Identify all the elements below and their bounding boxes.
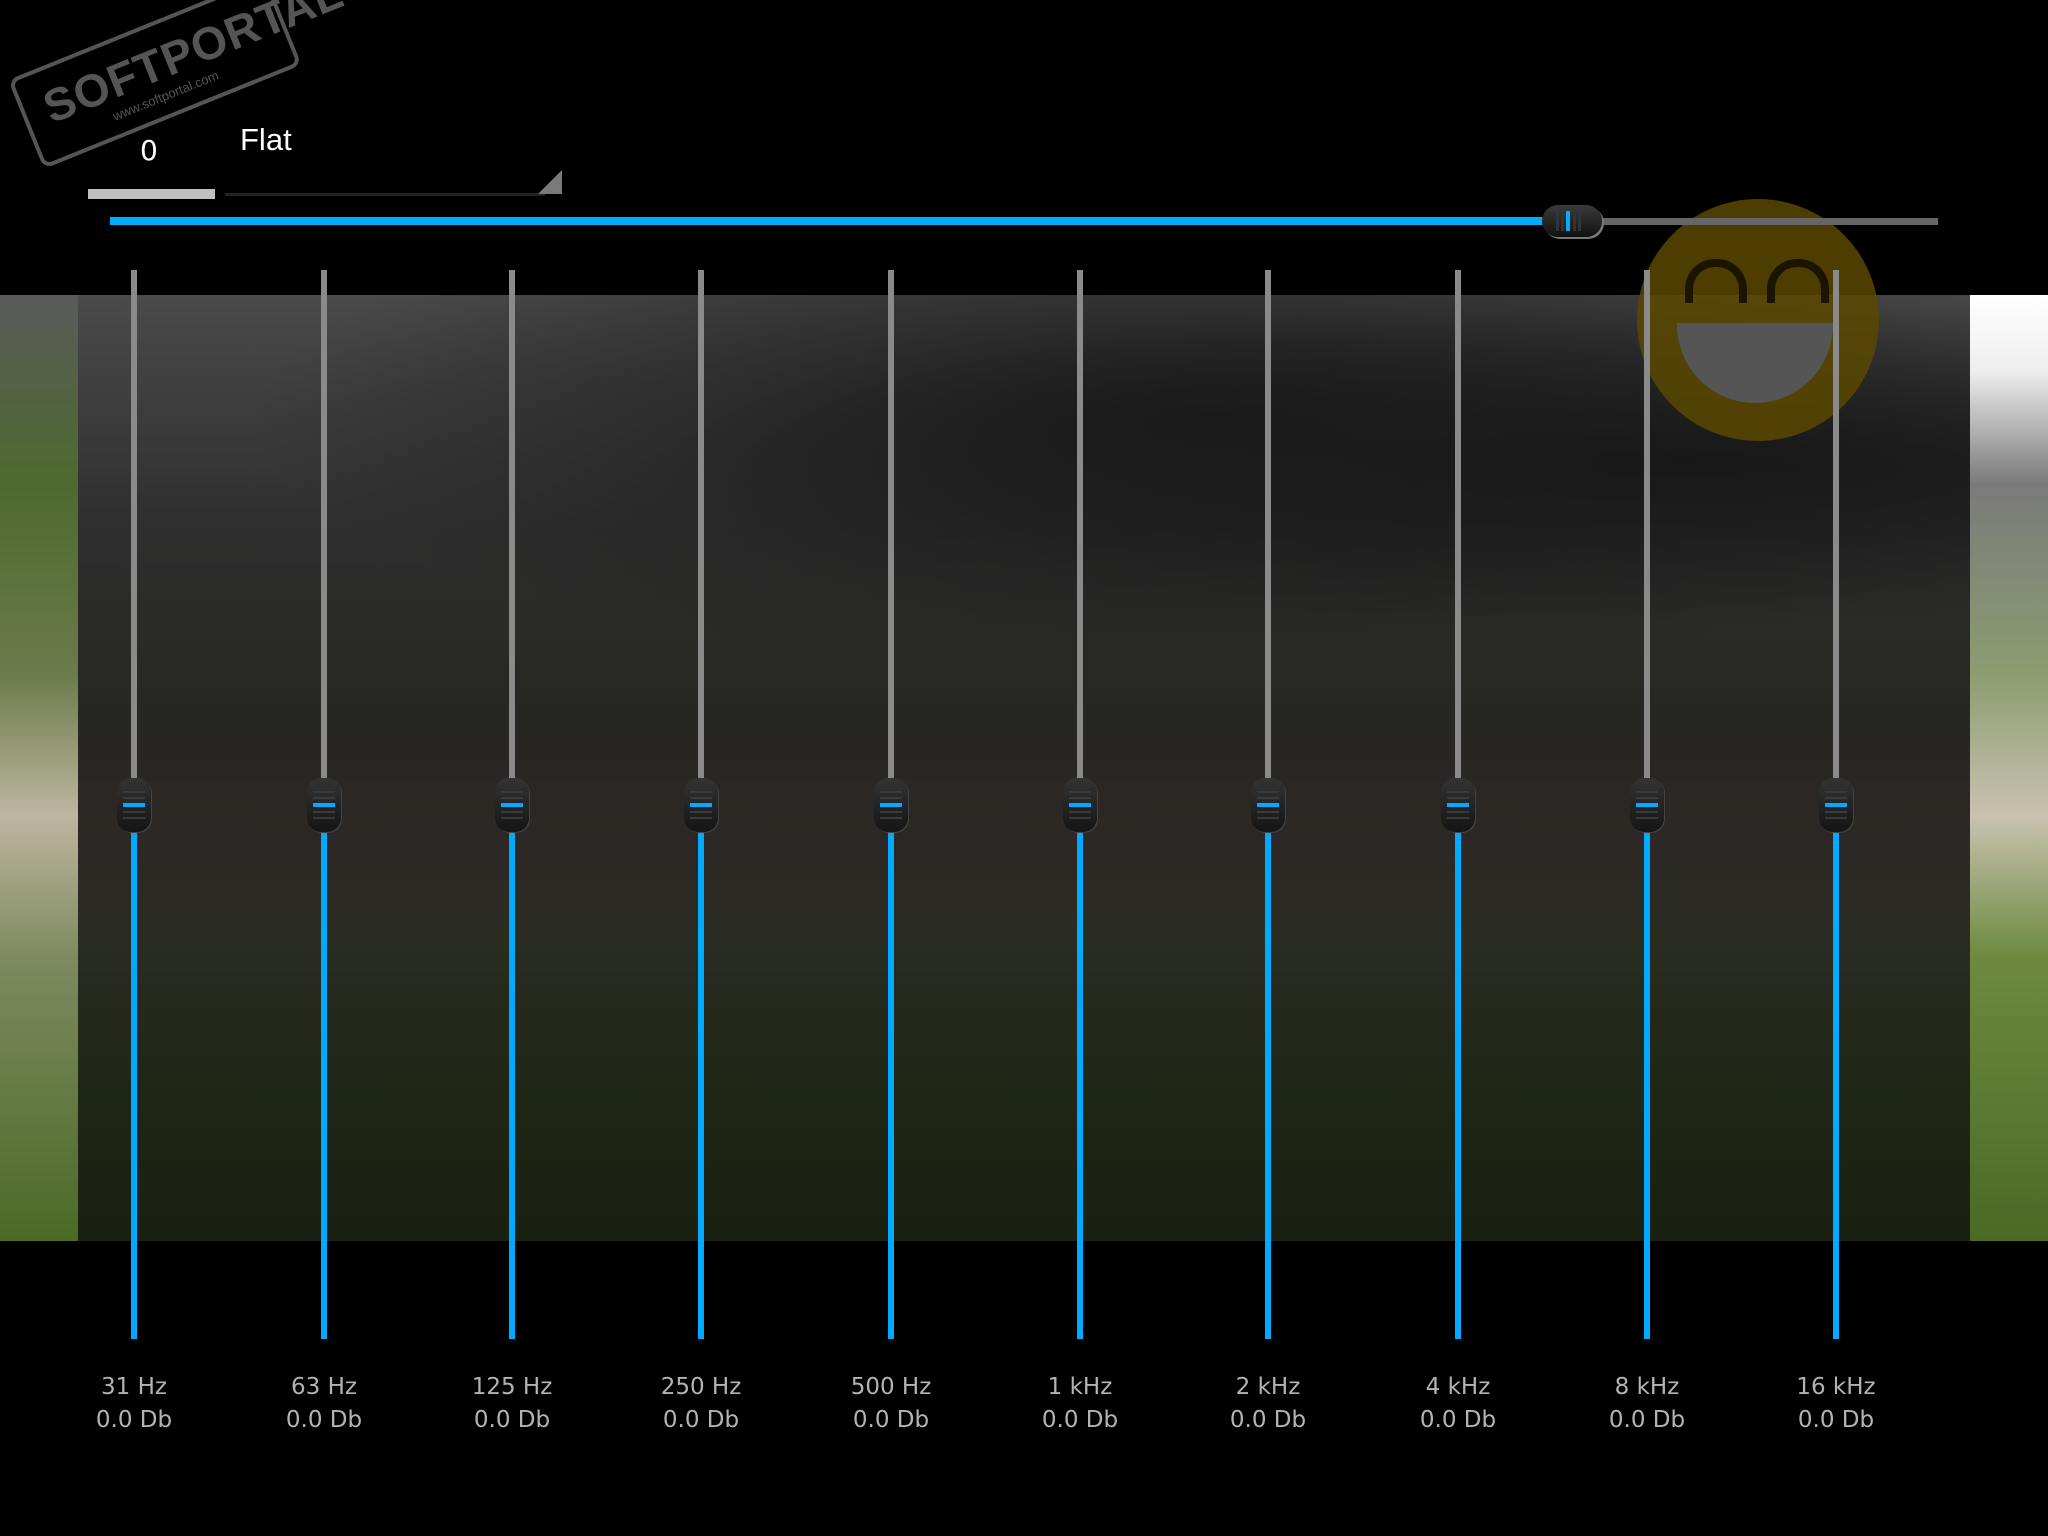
preset-value: 0 bbox=[140, 134, 158, 167]
preset-spinner-underline bbox=[225, 193, 545, 196]
band-track-fill[interactable] bbox=[509, 805, 515, 1339]
band-frequency-label: 1 kHz bbox=[1047, 1374, 1113, 1400]
eq-band-2-khz[interactable]: 2 kHz 0.0 Db bbox=[1230, 270, 1306, 1450]
band-track-upper[interactable] bbox=[1265, 270, 1271, 805]
preset-dropdown-icon[interactable] bbox=[538, 170, 562, 194]
band-track-upper[interactable] bbox=[888, 270, 894, 805]
band-gain-label: 0.0 Db bbox=[852, 1407, 930, 1433]
band-track-fill[interactable] bbox=[1265, 805, 1271, 1339]
band-track-fill[interactable] bbox=[1644, 805, 1650, 1339]
band-track-fill[interactable] bbox=[131, 805, 137, 1339]
eq-band-125-hz[interactable]: 125 Hz 0.0 Db bbox=[472, 270, 552, 1450]
band-track-fill[interactable] bbox=[1833, 805, 1839, 1339]
band-track-upper[interactable] bbox=[1455, 270, 1461, 805]
band-track-upper[interactable] bbox=[321, 270, 327, 805]
band-slider-thumb[interactable] bbox=[117, 778, 151, 832]
band-slider-thumb[interactable] bbox=[874, 778, 908, 832]
video-left-edge bbox=[0, 295, 78, 1241]
band-gain-label: 0.0 Db bbox=[1041, 1407, 1119, 1433]
eq-band-63-hz[interactable]: 63 Hz 0.0 Db bbox=[286, 270, 362, 1450]
band-gain-label: 0.0 Db bbox=[285, 1407, 363, 1433]
band-gain-label: 0.0 Db bbox=[473, 1407, 551, 1433]
band-frequency-label: 63 Hz bbox=[291, 1374, 357, 1400]
background-video bbox=[0, 295, 2048, 1241]
watermark-brand: SOFTPORTAL bbox=[35, 0, 351, 134]
band-slider-thumb[interactable] bbox=[1630, 778, 1664, 832]
preset-name-dropdown[interactable]: Flat bbox=[240, 122, 292, 157]
band-track-fill[interactable] bbox=[1077, 805, 1083, 1339]
band-slider-thumb[interactable] bbox=[684, 778, 718, 832]
master-slider-fill bbox=[110, 217, 1573, 225]
band-track-upper[interactable] bbox=[131, 270, 137, 805]
band-gain-label: 0.0 Db bbox=[95, 1407, 173, 1433]
smiley-eye bbox=[1685, 259, 1747, 303]
band-track-upper[interactable] bbox=[1833, 270, 1839, 805]
band-gain-label: 0.0 Db bbox=[1229, 1407, 1307, 1433]
preset-tab-indicator[interactable] bbox=[88, 189, 215, 199]
band-frequency-label: 500 Hz bbox=[850, 1374, 932, 1400]
band-track-fill[interactable] bbox=[321, 805, 327, 1339]
band-track-upper[interactable] bbox=[1644, 270, 1650, 805]
band-frequency-label: 2 kHz bbox=[1235, 1374, 1301, 1400]
band-frequency-label: 31 Hz bbox=[101, 1374, 167, 1400]
band-track-fill[interactable] bbox=[698, 805, 704, 1339]
band-track-upper[interactable] bbox=[698, 270, 704, 805]
eq-band-1-khz[interactable]: 1 kHz 0.0 Db bbox=[1042, 270, 1118, 1450]
band-frequency-label: 125 Hz bbox=[471, 1374, 553, 1400]
band-frequency-label: 8 kHz bbox=[1614, 1374, 1680, 1400]
band-slider-thumb[interactable] bbox=[1819, 778, 1853, 832]
band-gain-label: 0.0 Db bbox=[1797, 1407, 1875, 1433]
eq-band-16-khz[interactable]: 16 kHz 0.0 Db bbox=[1796, 270, 1876, 1450]
eq-band-250-hz[interactable]: 250 Hz 0.0 Db bbox=[661, 270, 741, 1450]
band-track-fill[interactable] bbox=[1455, 805, 1461, 1339]
eq-band-4-khz[interactable]: 4 kHz 0.0 Db bbox=[1420, 270, 1496, 1450]
band-slider-thumb[interactable] bbox=[1063, 778, 1097, 832]
band-gain-label: 0.0 Db bbox=[662, 1407, 740, 1433]
master-slider-thumb[interactable] bbox=[1542, 205, 1603, 237]
band-slider-thumb[interactable] bbox=[307, 778, 341, 832]
band-track-fill[interactable] bbox=[888, 805, 894, 1339]
video-right-edge bbox=[1970, 295, 2048, 1241]
band-track-upper[interactable] bbox=[509, 270, 515, 805]
eq-band-8-khz[interactable]: 8 kHz 0.0 Db bbox=[1609, 270, 1685, 1450]
band-gain-label: 0.0 Db bbox=[1419, 1407, 1497, 1433]
band-slider-thumb[interactable] bbox=[1441, 778, 1475, 832]
master-slider[interactable] bbox=[110, 205, 1938, 237]
eq-band-31-hz[interactable]: 31 Hz 0.0 Db bbox=[96, 270, 172, 1450]
band-frequency-label: 4 kHz bbox=[1425, 1374, 1491, 1400]
band-slider-thumb[interactable] bbox=[1251, 778, 1285, 832]
eq-band-500-hz[interactable]: 500 Hz 0.0 Db bbox=[851, 270, 931, 1450]
band-slider-thumb[interactable] bbox=[495, 778, 529, 832]
band-frequency-label: 16 kHz bbox=[1796, 1374, 1876, 1400]
band-gain-label: 0.0 Db bbox=[1608, 1407, 1686, 1433]
smiley-eye bbox=[1767, 259, 1829, 303]
band-frequency-label: 250 Hz bbox=[660, 1374, 742, 1400]
band-track-upper[interactable] bbox=[1077, 270, 1083, 805]
